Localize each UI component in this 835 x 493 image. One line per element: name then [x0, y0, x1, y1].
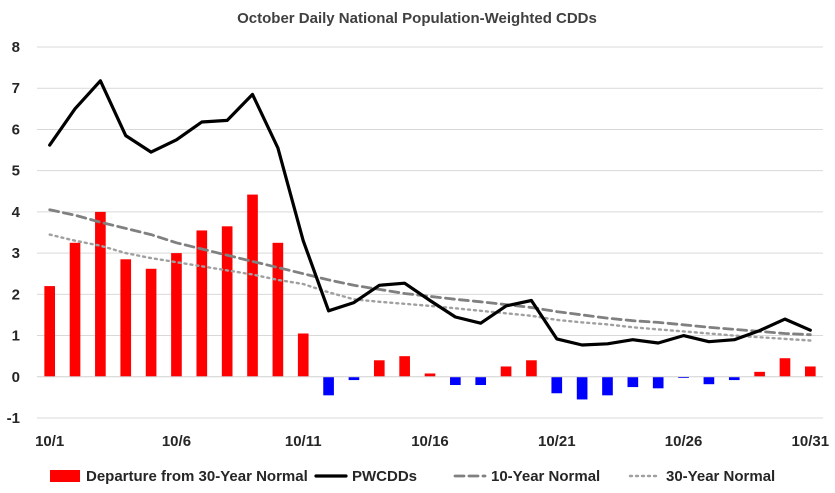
x-tick-label: 10/31: [792, 433, 830, 450]
y-tick-label: 3: [12, 245, 20, 262]
departure-bar: [728, 376, 740, 381]
departure-bar: [779, 358, 791, 377]
bar-series: [44, 194, 816, 400]
y-axis-tick-labels: -1 0 1 2 3 4 5 6 7 8: [7, 39, 21, 427]
y-tick-label: 2: [12, 286, 20, 303]
y-tick-label: 6: [12, 121, 20, 138]
departure-bar: [424, 373, 436, 377]
departure-bar: [373, 360, 385, 377]
y-tick-label: 4: [12, 204, 21, 221]
ten-year-normal-line: [48, 208, 812, 337]
x-tick-label: 10/1: [35, 433, 64, 450]
gridlines: [37, 46, 823, 419]
x-tick-label: 10/16: [411, 433, 449, 450]
x-axis-tick-labels: 10/1 10/6 10/11 10/16 10/21 10/26 10/31: [35, 433, 829, 450]
y-tick-label: 5: [12, 163, 20, 180]
departure-bar: [500, 366, 512, 377]
departure-bar: [678, 376, 689, 379]
chart-title: October Daily National Population-Weight…: [237, 10, 597, 27]
legend-label: 30-Year Normal: [666, 468, 775, 485]
departure-bar: [272, 242, 284, 377]
departure-bar: [804, 366, 816, 377]
departure-bar: [323, 376, 334, 396]
departure-bar: [450, 376, 461, 386]
departure-bar: [703, 376, 715, 385]
y-tick-label: 0: [12, 369, 20, 386]
departure-bar: [120, 259, 132, 377]
departure-bar: [221, 226, 233, 377]
departure-bar: [95, 211, 106, 377]
departure-bar: [247, 194, 258, 377]
x-tick-label: 10/6: [162, 433, 191, 450]
line-series: [48, 79, 812, 347]
legend-item: Departure from 30-Year Normal: [50, 468, 308, 485]
departure-bar: [171, 253, 182, 377]
thirty-year-normal-line: [48, 233, 812, 342]
departure-bar: [754, 371, 765, 377]
y-tick-label: 7: [12, 80, 20, 97]
departure-bar: [145, 268, 157, 377]
legend-item: 10-Year Normal: [453, 468, 600, 485]
departure-bar: [526, 360, 537, 377]
departure-bar: [551, 376, 563, 394]
x-tick-label: 10/26: [665, 433, 703, 450]
departure-bar: [576, 376, 588, 400]
legend-swatch: [50, 470, 80, 482]
legend-label: Departure from 30-Year Normal: [86, 468, 308, 485]
departure-bar: [399, 356, 410, 377]
departure-bar: [627, 376, 639, 388]
x-tick-label: 10/21: [538, 433, 576, 450]
departure-bar: [196, 230, 208, 377]
departure-bar: [475, 376, 487, 386]
y-tick-label: 8: [12, 39, 20, 56]
departure-bar: [348, 376, 360, 381]
departure-bar: [652, 376, 664, 389]
departure-bar: [602, 376, 613, 396]
legend-label: 10-Year Normal: [491, 468, 600, 485]
departure-bar: [69, 242, 81, 377]
legend-item: PWCDDs: [314, 468, 417, 485]
y-tick-label: -1: [7, 410, 20, 427]
pwcdds-line: [48, 79, 812, 347]
legend-label: PWCDDs: [352, 468, 417, 485]
departure-bar: [44, 286, 56, 377]
legend: Departure from 30-Year Normal PWCDDs 10-Ye…: [50, 468, 775, 485]
legend-item: 30-Year Normal: [628, 468, 775, 485]
x-tick-label: 10/11: [285, 433, 322, 450]
y-tick-label: 1: [12, 328, 20, 345]
departure-bar: [297, 333, 309, 377]
